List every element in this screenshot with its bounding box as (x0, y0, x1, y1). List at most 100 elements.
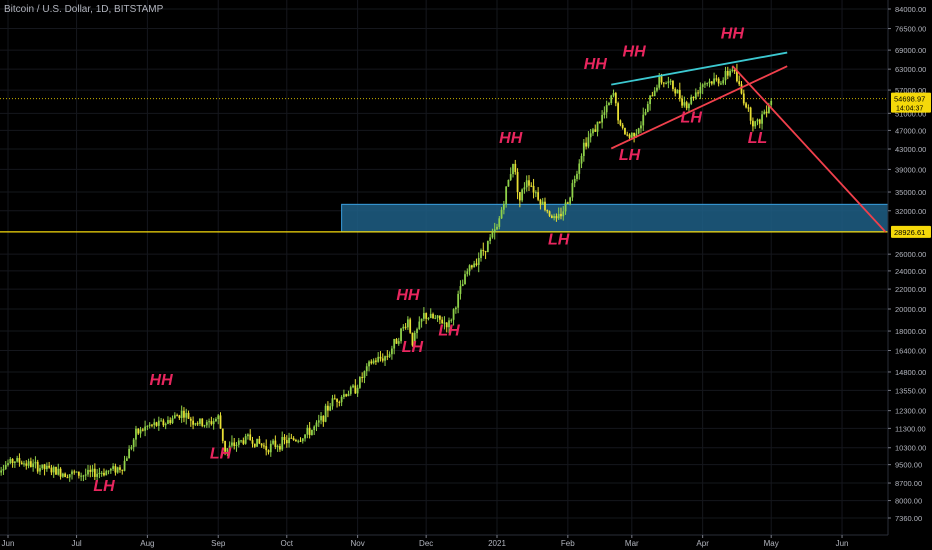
candle-body (587, 137, 590, 147)
candle (404, 323, 407, 330)
candle (457, 290, 460, 314)
candle (141, 427, 144, 432)
candle-body (448, 320, 450, 328)
candle (151, 423, 153, 428)
candle-body (132, 439, 135, 448)
candles (0, 63, 773, 483)
candle (160, 418, 163, 422)
time-tick-label: Feb (561, 539, 575, 548)
candle (473, 260, 476, 268)
candle (25, 460, 28, 470)
candle (32, 459, 35, 472)
candle-body (541, 201, 544, 205)
candle (279, 443, 281, 452)
candle (55, 466, 57, 475)
candle (713, 72, 715, 86)
candle-body (233, 442, 236, 446)
candle (18, 453, 21, 467)
time-tick-label: Aug (140, 539, 154, 548)
candle (224, 440, 226, 456)
candle-body (589, 133, 592, 138)
candle-body (706, 83, 709, 85)
candle-body (125, 458, 128, 461)
candle-body (322, 415, 325, 422)
candle (347, 390, 350, 397)
candle-body (71, 471, 73, 475)
candle (413, 330, 416, 347)
candle (454, 306, 457, 314)
candle (589, 128, 592, 143)
candle (125, 456, 128, 462)
annotation-hh: HH (499, 130, 523, 147)
candle (75, 471, 78, 473)
candle-body (400, 328, 402, 342)
candle (502, 200, 505, 215)
candle-body (445, 322, 448, 328)
candle-body (7, 463, 9, 466)
candle-body (482, 249, 485, 252)
candle (427, 317, 430, 321)
candle-body (576, 173, 578, 179)
candle-body (514, 163, 517, 172)
candle (388, 351, 391, 358)
candle-body (128, 448, 131, 459)
candle (544, 197, 546, 212)
candle (80, 472, 83, 481)
candle-body (311, 429, 313, 436)
candle (114, 463, 117, 476)
candle (363, 370, 366, 384)
candle (311, 429, 313, 436)
candle (260, 443, 263, 448)
candle-body (491, 232, 494, 238)
candle (672, 80, 674, 92)
candle-body (571, 183, 574, 198)
candle-body (562, 211, 565, 217)
candle-body (384, 356, 386, 361)
candle-body (477, 258, 480, 265)
candle-body (201, 418, 204, 426)
candle-body (496, 226, 498, 230)
candle (701, 83, 704, 95)
candle-body (162, 420, 165, 426)
candle-body (55, 466, 57, 475)
candle-body (406, 319, 409, 328)
candle-body (155, 422, 158, 426)
candle-body (644, 111, 647, 115)
candle (475, 258, 478, 267)
candle-body (660, 76, 663, 83)
candle-body (281, 436, 284, 450)
candle (237, 437, 240, 448)
trendline-lower (610, 65, 788, 150)
candle-body (137, 428, 140, 434)
candle (422, 307, 425, 322)
candle (226, 448, 229, 457)
level-label-text: 28926.61 (894, 228, 925, 237)
candle (153, 418, 156, 429)
candle-body (226, 448, 229, 452)
candle (704, 81, 706, 89)
candle (68, 474, 71, 482)
candle-body (116, 467, 119, 473)
trendline-projection (731, 65, 887, 233)
candle (135, 425, 137, 447)
candle (603, 106, 606, 119)
candle (297, 439, 300, 444)
current-price-countdown: 14:04:37 (896, 106, 923, 113)
candle (157, 416, 160, 431)
price-tick-label: 35000.00 (895, 188, 926, 197)
candle-body (605, 105, 608, 113)
candle-body (386, 356, 389, 358)
candle (377, 352, 380, 363)
candle-body (345, 394, 348, 397)
candle-body (299, 440, 302, 442)
candle (434, 314, 437, 320)
candle (370, 359, 373, 365)
candle-body (219, 415, 222, 429)
candle-body (397, 341, 400, 344)
candle-body (765, 111, 768, 114)
candle (749, 106, 752, 125)
candle (598, 121, 601, 124)
current-price-box (891, 92, 931, 113)
candle-body (720, 83, 722, 85)
candle-body (370, 361, 373, 364)
